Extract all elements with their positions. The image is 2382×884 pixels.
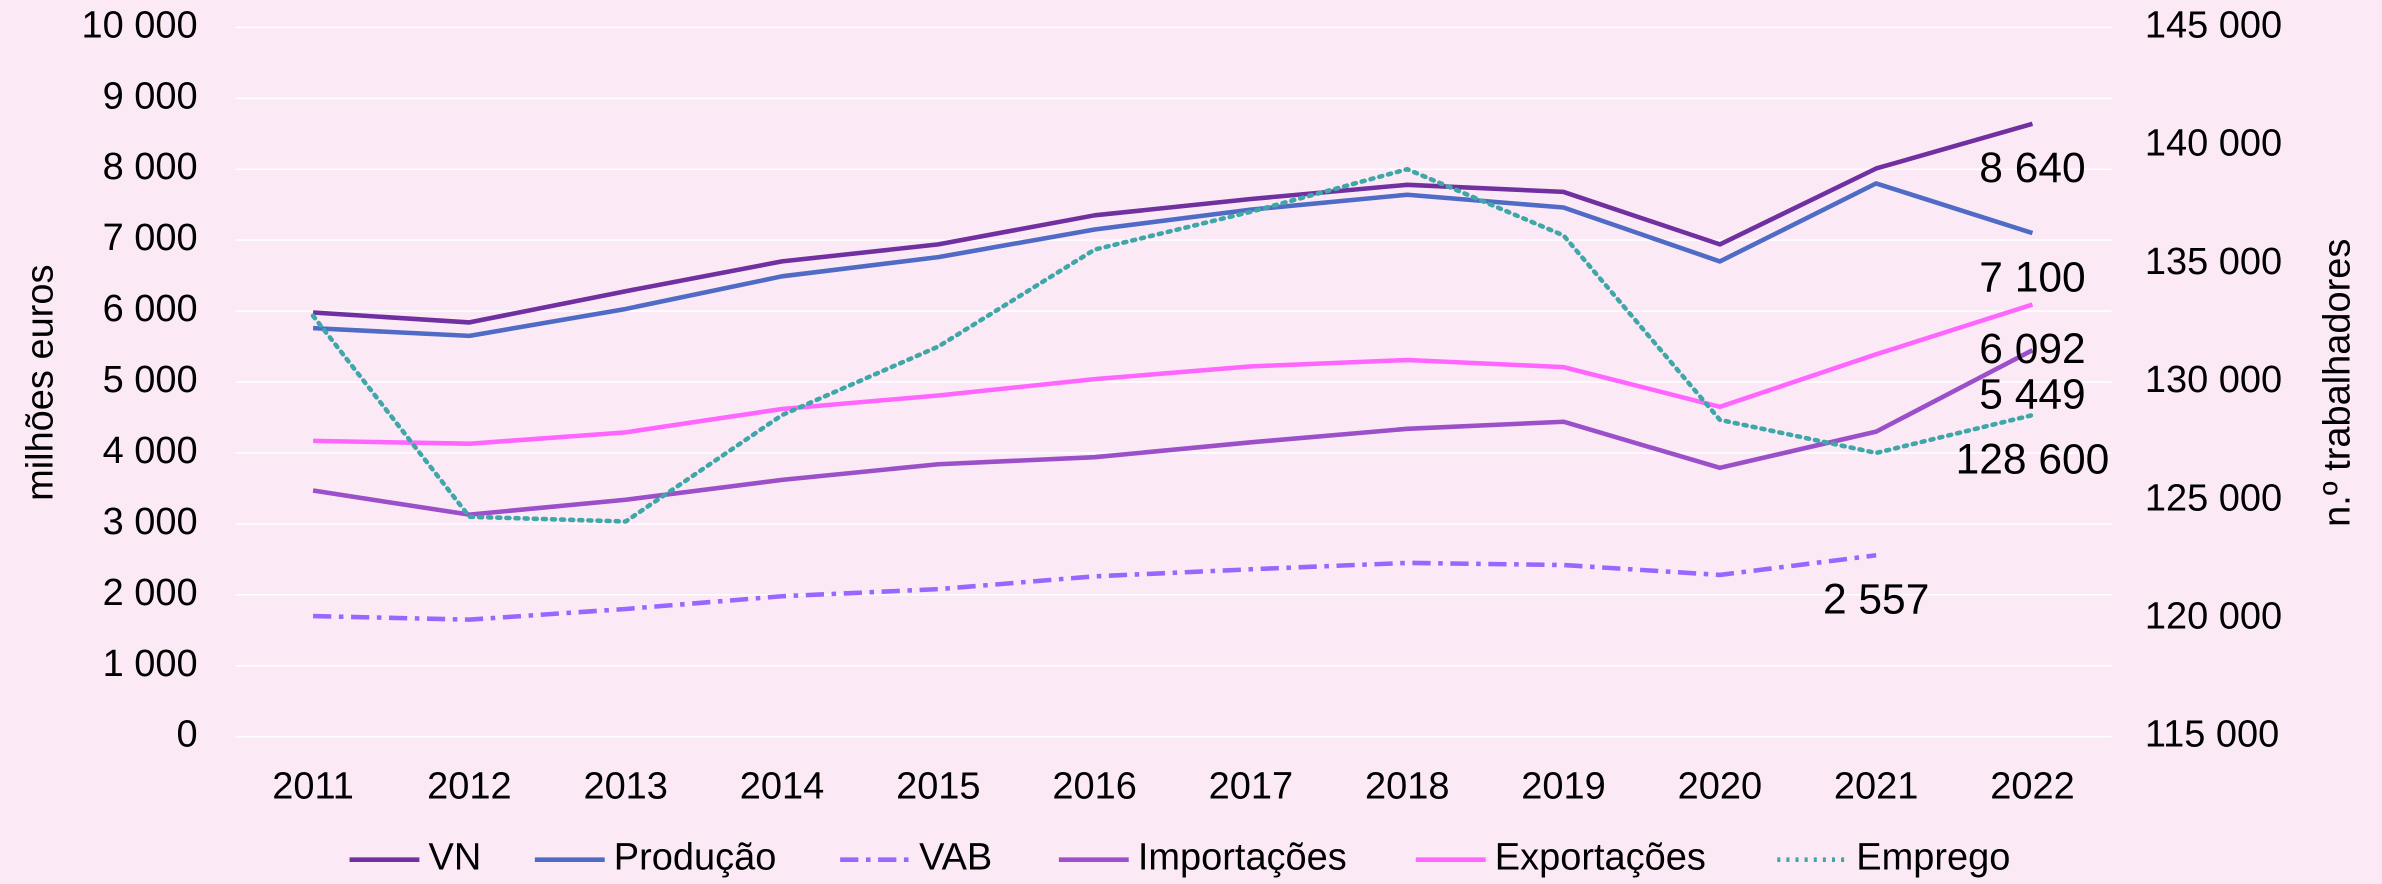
y2-tick-label: 140 000 [2145,123,2282,165]
y-tick-label: 3 000 [103,501,198,543]
y-tick-label: 2 000 [103,572,198,614]
y-tick-label: 8 000 [103,146,198,188]
x-tick-label: 2019 [1521,765,1605,807]
legend-label: Exportações [1495,837,1706,879]
data-label: 6 092 [1979,326,2085,373]
y-tick-label: 10 000 [81,4,197,46]
x-tick-label: 2020 [1678,765,1762,807]
y2-tick-label: 125 000 [2145,477,2282,519]
series-line [313,302,2034,446]
y2-tick-label: 135 000 [2145,241,2282,283]
y-tick-label: 9 000 [103,75,198,117]
y2-tick-label: 115 000 [2145,714,2279,756]
y2-tick-label: 120 000 [2145,595,2282,637]
y-tick-label: 1 000 [103,643,198,685]
x-tick-label: 2011 [272,765,354,807]
y-tick-label: 7 000 [103,217,198,259]
x-tick-label: 2013 [583,765,667,807]
legend-label: Produção [614,837,777,879]
data-label: 8 640 [1979,145,2085,192]
y2-tick-label: 145 000 [2145,4,2282,46]
x-tick-label: 2021 [1834,765,1918,807]
series-line [312,348,2034,517]
series-line [312,181,2034,339]
data-label: 5 449 [1979,371,2085,418]
legend-label: Importações [1138,837,1347,879]
x-tick-label: 2014 [740,765,824,807]
x-tick-label: 2015 [896,765,980,807]
y2-axis-label: n.º trabalhadores [2316,239,2358,527]
y-tick-label: 5 000 [103,359,198,401]
x-tick-label: 2022 [1990,765,2074,807]
series-line [310,166,2035,524]
series-line [313,553,1877,622]
legend-label: VN [429,837,482,879]
y-tick-label: 6 000 [103,288,198,330]
data-label: 2 557 [1823,577,1929,624]
data-label: 128 600 [1956,436,2110,483]
x-tick-label: 2016 [1052,765,1136,807]
legend-label: Emprego [1856,837,2010,879]
legend-label: VAB [919,837,992,879]
y-tick-label: 0 [177,714,198,756]
data-label: 7 100 [1979,254,2085,301]
y-axis-label: milhões euros [20,265,62,501]
y2-tick-label: 130 000 [2145,359,2282,401]
x-tick-label: 2018 [1365,765,1449,807]
x-tick-label: 2012 [427,765,511,807]
x-tick-label: 2017 [1209,765,1293,807]
y-tick-label: 4 000 [103,430,198,472]
series-line [312,121,2034,325]
